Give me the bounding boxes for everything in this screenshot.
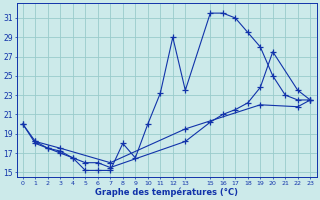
X-axis label: Graphe des températures (°C): Graphe des températures (°C) <box>95 187 238 197</box>
